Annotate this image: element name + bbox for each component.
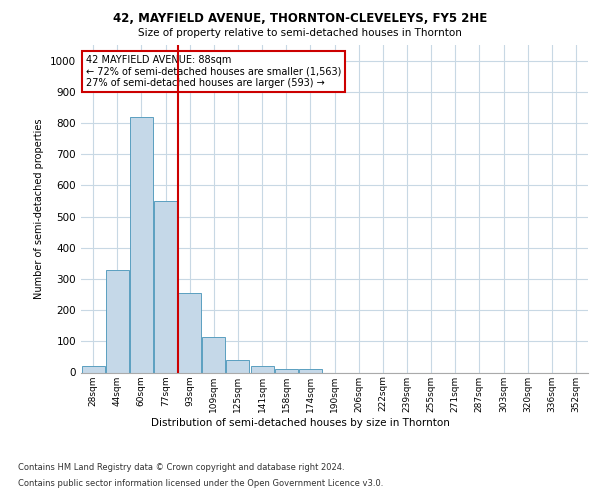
Text: Size of property relative to semi-detached houses in Thornton: Size of property relative to semi-detach… [138, 28, 462, 38]
Text: 42 MAYFIELD AVENUE: 88sqm
← 72% of semi-detached houses are smaller (1,563)
27% : 42 MAYFIELD AVENUE: 88sqm ← 72% of semi-… [86, 55, 341, 88]
Bar [275, 370, 298, 372]
Y-axis label: Number of semi-detached properties: Number of semi-detached properties [34, 118, 44, 299]
Bar [154, 201, 177, 372]
Bar [130, 116, 153, 372]
Bar [226, 360, 250, 372]
Text: Contains public sector information licensed under the Open Government Licence v3: Contains public sector information licen… [18, 479, 383, 488]
Text: Distribution of semi-detached houses by size in Thornton: Distribution of semi-detached houses by … [151, 418, 449, 428]
Bar [82, 366, 104, 372]
Text: 42, MAYFIELD AVENUE, THORNTON-CLEVELEYS, FY5 2HE: 42, MAYFIELD AVENUE, THORNTON-CLEVELEYS,… [113, 12, 487, 26]
Bar [178, 293, 201, 372]
Bar [251, 366, 274, 372]
Bar [106, 270, 128, 372]
Text: Contains HM Land Registry data © Crown copyright and database right 2024.: Contains HM Land Registry data © Crown c… [18, 462, 344, 471]
Bar [299, 370, 322, 372]
Bar [202, 336, 225, 372]
